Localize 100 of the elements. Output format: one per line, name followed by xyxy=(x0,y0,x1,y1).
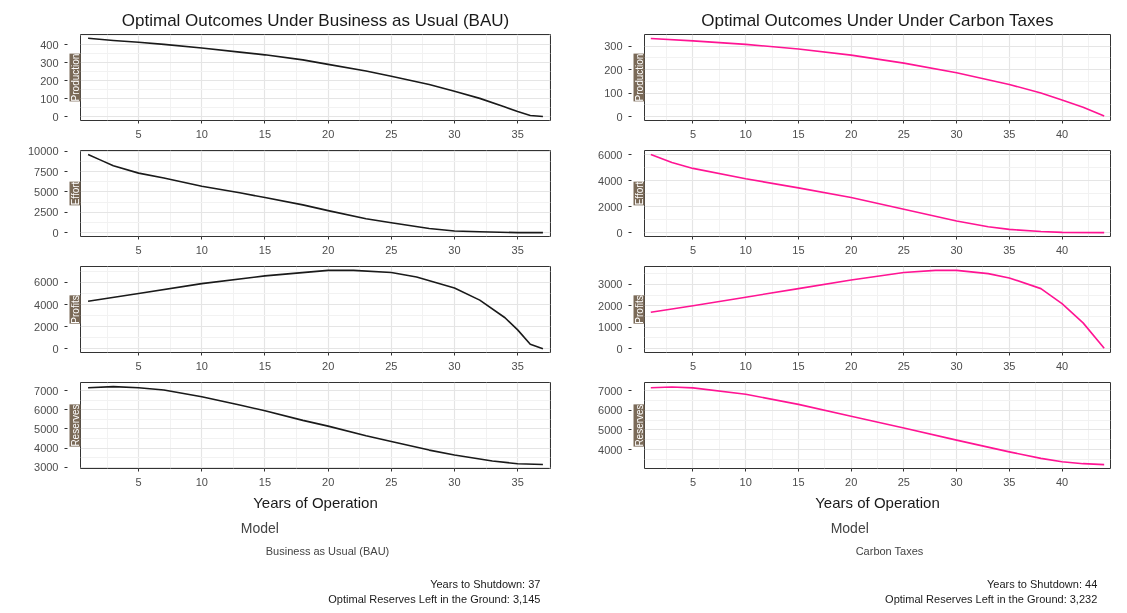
chart-title: Optimal Outcomes Under Business as Usual (BAU) xyxy=(121,10,510,30)
x-tick-label: 5 xyxy=(689,127,697,140)
x-axis-title: Years of Operation xyxy=(253,493,378,511)
x-tick-label: 30 xyxy=(448,475,461,488)
x-tick-label: 30 xyxy=(448,127,461,140)
line-series xyxy=(650,153,1105,234)
x-tick-label: 30 xyxy=(950,243,963,256)
y-tick-label: 6000 xyxy=(598,404,623,417)
y-tick-label: 3000 xyxy=(598,278,623,291)
x-tick-label: 40 xyxy=(1055,359,1069,372)
x-tick-label: 35 xyxy=(511,359,524,372)
y-tick-label: 200 xyxy=(40,74,59,87)
x-tick-label: 5 xyxy=(135,359,142,372)
chart-title: Optimal Outcomes Under Under Carbon Taxes xyxy=(701,10,1054,30)
x-tick-label: 10 xyxy=(739,127,752,140)
x-tick-label: 40 xyxy=(1055,243,1069,256)
x-tick-label: 25 xyxy=(385,475,398,488)
y-tick-label: 5000 xyxy=(34,185,59,198)
y-tick-label: 0 xyxy=(616,226,623,239)
y-tick-label: 300 xyxy=(40,56,59,69)
x-tick-label: 20 xyxy=(322,359,335,372)
x-tick-label: 40 xyxy=(1055,475,1069,488)
x-tick-label: 25 xyxy=(385,359,398,372)
legend-title: Model xyxy=(830,520,870,536)
line-series xyxy=(650,269,1105,349)
x-tick-label: 25 xyxy=(385,127,398,140)
x-tick-label: 35 xyxy=(1003,475,1016,488)
y-tick-label: 2000 xyxy=(598,200,623,213)
x-tick-label: 20 xyxy=(322,127,335,140)
legend-title: Model xyxy=(240,520,280,536)
x-tick-label: 40 xyxy=(1055,127,1069,140)
x-tick-label: 35 xyxy=(511,243,524,256)
x-tick-label: 30 xyxy=(448,359,461,372)
x-tick-label: 35 xyxy=(1003,243,1016,256)
y-tick-label: 4000 xyxy=(34,442,59,455)
x-tick-label: 15 xyxy=(258,243,272,256)
y-tick-label: 6000 xyxy=(34,403,59,416)
y-tick-label: 0 xyxy=(52,226,59,239)
x-tick-label: 35 xyxy=(511,475,524,488)
y-axis-title: Profits xyxy=(633,295,645,324)
x-tick-label: 35 xyxy=(1003,127,1016,140)
y-axis-title: Effort xyxy=(69,181,81,206)
text: Optimal Reserves Left in the Ground: 3,232 xyxy=(885,592,1098,605)
text: Business as Usual (BAU) xyxy=(265,545,390,557)
text: Years to Shutdown: 37 xyxy=(430,577,541,590)
line-series xyxy=(87,269,544,350)
y-tick-label: 100 xyxy=(604,87,623,100)
y-tick-label: 0 xyxy=(616,110,623,123)
y-tick-label: 5000 xyxy=(598,423,623,436)
line-series xyxy=(87,37,544,118)
y-tick-label: 7500 xyxy=(34,165,59,178)
line-series xyxy=(87,385,544,466)
y-tick-label: 7000 xyxy=(34,384,59,397)
y-tick-label: 5000 xyxy=(34,423,59,435)
x-tick-label: 25 xyxy=(897,127,910,140)
y-axis-title: Profits xyxy=(69,295,81,324)
y-tick-label: 2500 xyxy=(34,206,59,219)
text: Years to Shutdown: 44 xyxy=(987,577,1098,590)
x-tick-label: 15 xyxy=(258,127,272,140)
y-tick-label: 3000 xyxy=(34,461,59,474)
x-tick-label: 20 xyxy=(845,127,858,140)
x-tick-label: 25 xyxy=(897,243,910,256)
x-tick-label: 10 xyxy=(195,127,208,140)
x-tick-label: 35 xyxy=(1003,359,1016,372)
y-tick-label: 1000 xyxy=(598,321,623,334)
y-tick-label: 400 xyxy=(40,38,59,51)
x-tick-label: 10 xyxy=(739,475,752,488)
y-axis-title: Reserves xyxy=(633,404,645,447)
y-tick-label: 0 xyxy=(52,342,59,355)
x-tick-label: 15 xyxy=(258,359,272,372)
y-tick-label: 300 xyxy=(604,40,623,53)
y-axis-title: Production xyxy=(69,53,81,102)
y-tick-label: 2000 xyxy=(598,299,623,312)
x-tick-label: 20 xyxy=(845,243,858,256)
y-axis-title: Effort xyxy=(633,181,645,206)
text: Optimal Reserves Left in the Ground: 3,145 xyxy=(328,592,541,605)
x-tick-label: 35 xyxy=(511,127,524,140)
line-series xyxy=(650,37,1105,117)
line-series xyxy=(650,386,1105,466)
x-tick-label: 10 xyxy=(195,243,208,256)
y-tick-label: 4000 xyxy=(34,298,59,311)
y-tick-label: 6000 xyxy=(598,148,623,161)
line-series xyxy=(87,153,544,234)
x-tick-label: 5 xyxy=(135,127,142,140)
x-tick-label: 25 xyxy=(897,359,910,372)
x-tick-label: 15 xyxy=(792,475,805,488)
x-tick-label: 10 xyxy=(195,475,208,488)
y-tick-label: 2000 xyxy=(34,320,59,333)
x-tick-label: 15 xyxy=(792,359,805,372)
x-tick-label: 20 xyxy=(322,243,335,256)
x-tick-label: 30 xyxy=(448,243,461,256)
y-tick-label: 4000 xyxy=(598,174,623,187)
x-tick-label: 15 xyxy=(792,243,805,256)
x-tick-label: 5 xyxy=(689,359,697,372)
x-tick-label: 5 xyxy=(689,243,697,256)
x-tick-label: 5 xyxy=(689,475,697,488)
y-tick-label: 0 xyxy=(52,110,59,123)
x-tick-label: 5 xyxy=(135,475,142,488)
x-tick-label: 30 xyxy=(950,475,963,488)
x-tick-label: 10 xyxy=(195,359,208,372)
